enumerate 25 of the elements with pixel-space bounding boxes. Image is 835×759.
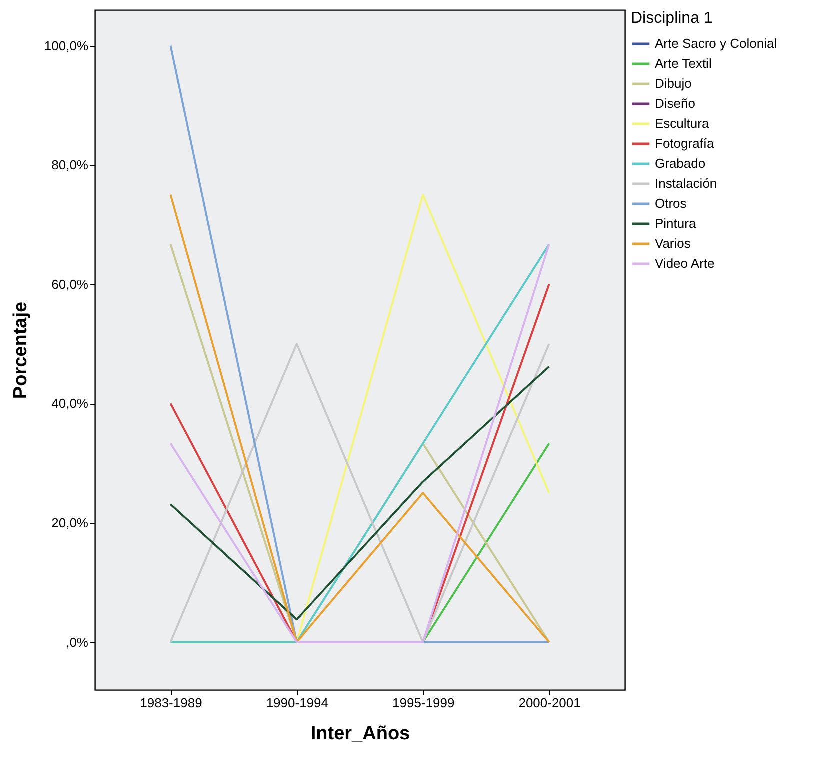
x-axis-title: Inter_Años — [310, 724, 410, 744]
legend-label: Grabado — [655, 156, 706, 171]
y-axis-title: Porcentaje — [10, 302, 32, 400]
x-tick-label: 1995-1999 — [392, 696, 455, 710]
legend-label: Dibujo — [655, 76, 692, 91]
legend-label: Video Arte — [655, 256, 715, 271]
x-tick-label: 1990-1994 — [266, 696, 328, 710]
x-tick-label: 1983-1989 — [140, 696, 202, 710]
legend-label: Instalación — [655, 176, 718, 191]
legend-label: Fotografía — [655, 136, 716, 151]
legend-label: Varios — [655, 236, 692, 251]
legend-label: Arte Textil — [655, 56, 712, 71]
y-tick-label: 80,0% — [52, 158, 89, 173]
legend-title: Disciplina 1 — [631, 10, 713, 27]
y-tick-label: 100,0% — [44, 38, 89, 54]
legend-label: Escultura — [655, 116, 710, 131]
y-tick-label: 20,0% — [52, 515, 89, 530]
x-tick-label: 2000-2001 — [518, 696, 581, 710]
legend-label: Pintura — [655, 216, 697, 231]
y-tick-label: ,0% — [66, 634, 89, 650]
y-tick-label: 60,0% — [52, 276, 89, 292]
legend-label: Arte Sacro y Colonial — [655, 36, 778, 51]
legend-label: Otros — [655, 196, 688, 211]
legend-label: Diseño — [655, 96, 696, 111]
y-tick-label: 40,0% — [52, 396, 89, 412]
